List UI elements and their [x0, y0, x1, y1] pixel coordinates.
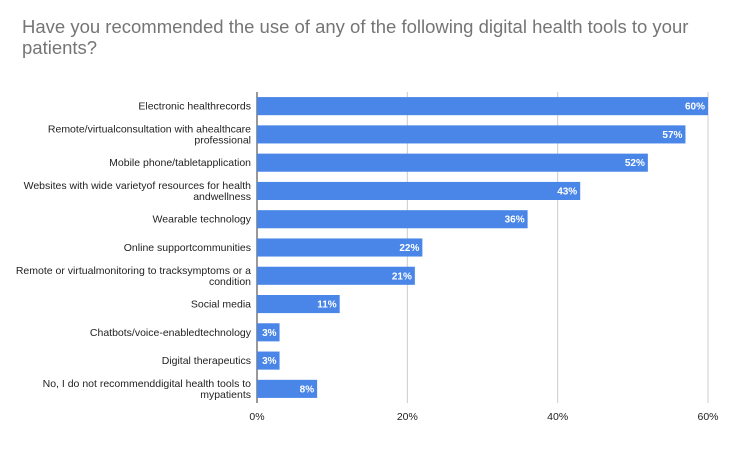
category-label: Chatbots/voice-enabledtechnology	[90, 327, 252, 339]
data-label: 57%	[662, 130, 682, 141]
bar	[257, 181, 581, 201]
bar	[257, 97, 708, 116]
bars	[257, 97, 708, 398]
x-tick-label: 0%	[249, 411, 264, 423]
x-axis-ticks: 0% 20% 40% 60%	[249, 411, 718, 423]
bar	[257, 323, 280, 342]
category-label: Remote or virtualmonitoring to tracksymp…	[16, 265, 251, 288]
data-label: 36%	[505, 215, 525, 226]
bar	[257, 153, 648, 172]
category-label: Mobile phone/tabletapplication	[109, 157, 251, 169]
bar	[257, 238, 423, 257]
x-tick-label: 20%	[397, 411, 418, 423]
category-label: Digital therapeutics	[162, 355, 251, 367]
data-label: 11%	[317, 300, 337, 311]
category-label: Electronic healthrecords	[138, 101, 251, 113]
x-tick-label: 60%	[697, 411, 718, 423]
bar	[257, 294, 340, 314]
category-label: Remote/virtualconsultation with ahealthc…	[48, 123, 251, 146]
data-label: 21%	[392, 271, 412, 282]
category-label: Wearable technology	[153, 214, 252, 226]
data-label: 3%	[262, 328, 277, 339]
bar	[257, 379, 318, 398]
category-label: Websites with wide varietyof resources f…	[24, 180, 252, 203]
data-label: 22%	[399, 243, 419, 254]
bar	[257, 210, 528, 229]
data-label: 52%	[625, 158, 645, 169]
x-tick-label: 40%	[547, 411, 568, 423]
data-label: 60%	[685, 102, 705, 113]
data-label: 3%	[262, 356, 277, 367]
bar	[257, 351, 280, 370]
bar	[257, 125, 686, 144]
category-label: Social media	[191, 299, 251, 311]
data-label: 8%	[300, 384, 315, 395]
category-labels: Electronic healthrecords Remote/virtualco…	[16, 101, 252, 401]
category-label: No, I do not recommenddigital health too…	[43, 378, 252, 401]
data-labels: 60% 57% 52% 43% 36% 22% 21% 11% 3% 3% 8%	[262, 102, 705, 396]
chart-title: Have you recommended the use of any of t…	[22, 16, 689, 58]
bar	[257, 266, 415, 285]
data-label: 43%	[557, 186, 577, 197]
category-label: Online supportcommunities	[124, 242, 251, 254]
